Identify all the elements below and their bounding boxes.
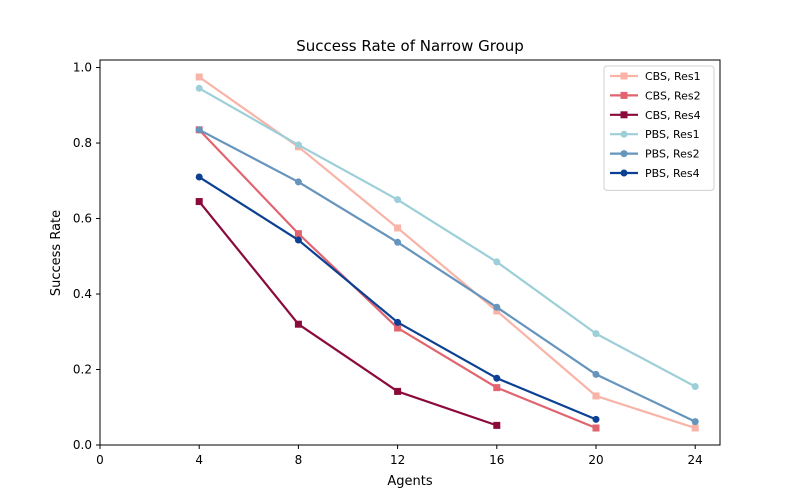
data-point	[493, 421, 501, 429]
data-point	[195, 73, 203, 81]
legend-marker	[620, 169, 628, 177]
legend-marker	[620, 72, 628, 80]
legend-label: PBS, Res1	[645, 128, 700, 141]
y-tick-label: 0.4	[73, 287, 92, 301]
data-point	[394, 224, 402, 232]
data-point	[493, 303, 501, 311]
series-line	[198, 129, 597, 430]
legend-marker	[620, 150, 628, 158]
legend-item: PBS, Res2	[610, 148, 700, 161]
legend-item: PBS, Res1	[610, 128, 700, 141]
series-line	[198, 87, 696, 388]
legend-item: CBS, Res1	[610, 70, 701, 83]
data-point	[691, 424, 699, 432]
legend: CBS, Res1 CBS, Res2 CBS, Res4 PBS, Res1 PBS,…	[603, 65, 715, 191]
legend-box	[603, 65, 715, 191]
data-point	[691, 382, 699, 390]
series-pbs-res2	[195, 126, 699, 426]
x-tick-label: 4	[195, 453, 203, 467]
legend-label: CBS, Res2	[645, 89, 701, 102]
x-tick-label: 8	[295, 453, 303, 467]
legend-label: CBS, Res4	[645, 109, 701, 122]
y-tick-label: 0.0	[73, 438, 92, 452]
data-point	[195, 173, 203, 181]
legend-marker	[620, 130, 628, 138]
data-point	[294, 178, 302, 186]
data-point	[493, 307, 501, 315]
x-tick-label: 24	[688, 453, 703, 467]
data-point	[195, 84, 203, 92]
data-point	[394, 324, 402, 332]
series-pbs-res1	[195, 84, 699, 390]
legend-marker	[620, 91, 628, 99]
data-point	[294, 320, 302, 328]
series-cbs-res2	[195, 126, 600, 432]
series-line	[198, 176, 597, 421]
data-point	[592, 392, 600, 400]
series-line	[198, 200, 498, 427]
x-tick-label: 20	[588, 453, 603, 467]
data-point	[592, 330, 600, 338]
data-point	[592, 370, 600, 378]
data-point	[294, 236, 302, 244]
y-tick-label: 0.6	[73, 212, 92, 226]
data-point	[394, 387, 402, 395]
legend-item: CBS, Res4	[610, 109, 701, 122]
data-point	[394, 318, 402, 326]
data-point	[394, 238, 402, 246]
x-axis-label: Agents	[387, 474, 432, 489]
data-point	[294, 141, 302, 149]
axes: 0 4 8 12 16 20 24 0.0 0.2 0.4 0.6 0.8 1.0	[73, 59, 721, 467]
legend-item: CBS, Res2	[610, 89, 701, 102]
legend-label: PBS, Res2	[645, 148, 700, 161]
data-point	[592, 415, 600, 423]
data-point	[493, 258, 501, 266]
y-tick-label: 1.0	[73, 61, 92, 75]
data-point	[592, 424, 600, 432]
series-pbs-res4	[195, 173, 600, 423]
series-layer	[195, 73, 699, 432]
legend-marker	[620, 111, 628, 119]
plot-frame	[99, 59, 721, 446]
data-point	[294, 230, 302, 238]
data-point	[493, 384, 501, 392]
y-axis-label: Success Rate	[49, 210, 64, 296]
y-tick-label: 0.8	[73, 136, 92, 150]
legend-item: PBS, Res4	[610, 167, 700, 180]
data-point	[195, 126, 203, 134]
x-tick-label: 12	[390, 453, 405, 467]
series-line	[198, 128, 696, 423]
chart-title: Success Rate of Narrow Group	[296, 37, 524, 55]
data-point	[493, 374, 501, 382]
legend-label: PBS, Res4	[645, 167, 700, 180]
data-point	[195, 198, 203, 206]
legend-label: CBS, Res1	[645, 70, 701, 83]
x-tick-label: 0	[96, 453, 104, 467]
data-point	[394, 196, 402, 204]
y-tick-label: 0.2	[73, 363, 92, 377]
series-cbs-res4	[195, 198, 501, 429]
x-tick-label: 16	[489, 453, 504, 467]
data-point	[691, 418, 699, 426]
